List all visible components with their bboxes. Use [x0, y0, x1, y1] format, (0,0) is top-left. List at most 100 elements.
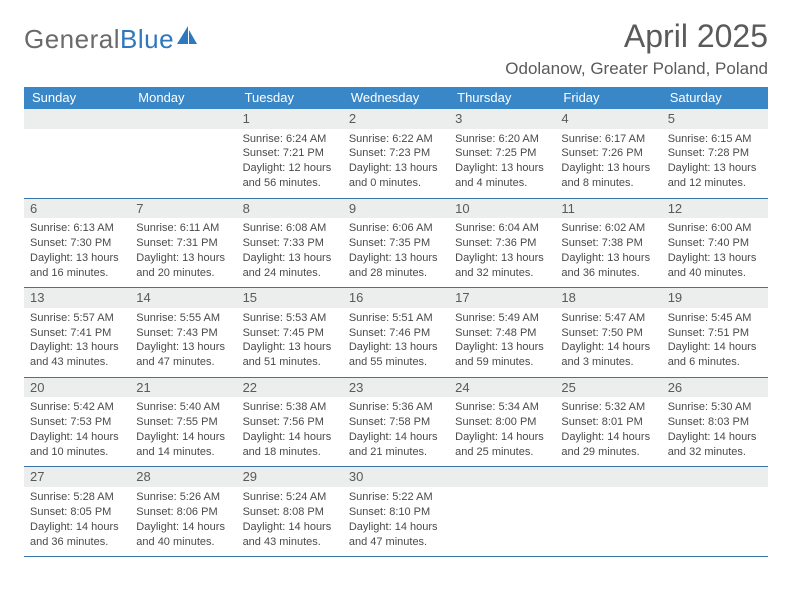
day-cell: Sunrise: 6:15 AMSunset: 7:28 PMDaylight:…	[662, 129, 768, 198]
day-number: 8	[237, 199, 343, 219]
day-number	[449, 467, 555, 487]
sunset-text: Sunset: 8:01 PM	[561, 415, 655, 430]
title-block: April 2025 Odolanow, Greater Poland, Pol…	[505, 18, 768, 79]
day-cell: Sunrise: 5:38 AMSunset: 7:56 PMDaylight:…	[237, 397, 343, 466]
daylight-text: Daylight: 14 hours and 43 minutes.	[243, 520, 337, 550]
sunset-text: Sunset: 7:46 PM	[349, 326, 443, 341]
daylight-text: Daylight: 13 hours and 51 minutes.	[243, 340, 337, 370]
day-cell: Sunrise: 5:57 AMSunset: 7:41 PMDaylight:…	[24, 308, 130, 377]
day-number: 18	[555, 288, 661, 308]
sunrise-text: Sunrise: 5:28 AM	[30, 490, 124, 505]
sunrise-text: Sunrise: 5:34 AM	[455, 400, 549, 415]
day-body-row: Sunrise: 6:24 AMSunset: 7:21 PMDaylight:…	[24, 129, 768, 199]
weekday-header: Friday	[555, 87, 661, 109]
sunrise-text: Sunrise: 5:45 AM	[668, 311, 762, 326]
daylight-text: Daylight: 14 hours and 32 minutes.	[668, 430, 762, 460]
day-number-row: 27282930	[24, 467, 768, 487]
sunrise-text: Sunrise: 6:15 AM	[668, 132, 762, 147]
sunrise-text: Sunrise: 6:13 AM	[30, 221, 124, 236]
day-cell: Sunrise: 5:42 AMSunset: 7:53 PMDaylight:…	[24, 397, 130, 466]
sunrise-text: Sunrise: 5:38 AM	[243, 400, 337, 415]
day-cell: Sunrise: 5:34 AMSunset: 8:00 PMDaylight:…	[449, 397, 555, 466]
day-number: 29	[237, 467, 343, 487]
sunset-text: Sunset: 7:45 PM	[243, 326, 337, 341]
sunset-text: Sunset: 7:30 PM	[30, 236, 124, 251]
sunset-text: Sunset: 7:33 PM	[243, 236, 337, 251]
day-number: 21	[130, 378, 236, 398]
day-cell: Sunrise: 6:11 AMSunset: 7:31 PMDaylight:…	[130, 218, 236, 287]
day-number: 14	[130, 288, 236, 308]
day-number: 5	[662, 109, 768, 129]
sunrise-text: Sunrise: 6:00 AM	[668, 221, 762, 236]
day-number: 9	[343, 199, 449, 219]
day-cell: Sunrise: 6:20 AMSunset: 7:25 PMDaylight:…	[449, 129, 555, 198]
day-cell: Sunrise: 5:36 AMSunset: 7:58 PMDaylight:…	[343, 397, 449, 466]
day-body-row: Sunrise: 5:57 AMSunset: 7:41 PMDaylight:…	[24, 308, 768, 378]
day-cell: Sunrise: 5:28 AMSunset: 8:05 PMDaylight:…	[24, 487, 130, 556]
day-number	[24, 109, 130, 129]
daylight-text: Daylight: 14 hours and 3 minutes.	[561, 340, 655, 370]
weekday-header: Saturday	[662, 87, 768, 109]
daylight-text: Daylight: 13 hours and 40 minutes.	[668, 251, 762, 281]
day-cell: Sunrise: 5:55 AMSunset: 7:43 PMDaylight:…	[130, 308, 236, 377]
sunrise-text: Sunrise: 6:22 AM	[349, 132, 443, 147]
day-number-row: 13141516171819	[24, 288, 768, 308]
sunset-text: Sunset: 7:21 PM	[243, 146, 337, 161]
daylight-text: Daylight: 13 hours and 43 minutes.	[30, 340, 124, 370]
day-number: 22	[237, 378, 343, 398]
sunrise-text: Sunrise: 5:26 AM	[136, 490, 230, 505]
page-header: General Blue April 2025 Odolanow, Greate…	[24, 18, 768, 79]
sunset-text: Sunset: 7:40 PM	[668, 236, 762, 251]
daylight-text: Daylight: 14 hours and 25 minutes.	[455, 430, 549, 460]
calendar-week: 27282930Sunrise: 5:28 AMSunset: 8:05 PMD…	[24, 467, 768, 557]
sunrise-text: Sunrise: 5:24 AM	[243, 490, 337, 505]
day-cell: Sunrise: 5:49 AMSunset: 7:48 PMDaylight:…	[449, 308, 555, 377]
daylight-text: Daylight: 13 hours and 24 minutes.	[243, 251, 337, 281]
sunrise-text: Sunrise: 5:22 AM	[349, 490, 443, 505]
day-number	[555, 467, 661, 487]
calendar-week: 13141516171819Sunrise: 5:57 AMSunset: 7:…	[24, 288, 768, 378]
sunset-text: Sunset: 8:10 PM	[349, 505, 443, 520]
sunset-text: Sunset: 8:03 PM	[668, 415, 762, 430]
sunset-text: Sunset: 7:56 PM	[243, 415, 337, 430]
sunrise-text: Sunrise: 6:04 AM	[455, 221, 549, 236]
sunset-text: Sunset: 8:00 PM	[455, 415, 549, 430]
daylight-text: Daylight: 13 hours and 32 minutes.	[455, 251, 549, 281]
sunrise-text: Sunrise: 5:57 AM	[30, 311, 124, 326]
daylight-text: Daylight: 14 hours and 47 minutes.	[349, 520, 443, 550]
brand-text-general: General	[24, 24, 120, 55]
calendar-grid: Sunday Monday Tuesday Wednesday Thursday…	[24, 87, 768, 557]
daylight-text: Daylight: 13 hours and 0 minutes.	[349, 161, 443, 191]
daylight-text: Daylight: 14 hours and 6 minutes.	[668, 340, 762, 370]
daylight-text: Daylight: 14 hours and 10 minutes.	[30, 430, 124, 460]
sunrise-text: Sunrise: 5:51 AM	[349, 311, 443, 326]
sunrise-text: Sunrise: 5:42 AM	[30, 400, 124, 415]
sunrise-text: Sunrise: 5:49 AM	[455, 311, 549, 326]
sunset-text: Sunset: 7:28 PM	[668, 146, 762, 161]
day-number: 4	[555, 109, 661, 129]
sunset-text: Sunset: 7:35 PM	[349, 236, 443, 251]
sunset-text: Sunset: 7:55 PM	[136, 415, 230, 430]
day-number: 1	[237, 109, 343, 129]
day-cell: Sunrise: 6:00 AMSunset: 7:40 PMDaylight:…	[662, 218, 768, 287]
brand-logo: General Blue	[24, 24, 199, 55]
daylight-text: Daylight: 13 hours and 12 minutes.	[668, 161, 762, 191]
sunset-text: Sunset: 7:48 PM	[455, 326, 549, 341]
calendar-week: 6789101112Sunrise: 6:13 AMSunset: 7:30 P…	[24, 199, 768, 289]
day-body-row: Sunrise: 5:28 AMSunset: 8:05 PMDaylight:…	[24, 487, 768, 557]
daylight-text: Daylight: 14 hours and 29 minutes.	[561, 430, 655, 460]
daylight-text: Daylight: 13 hours and 4 minutes.	[455, 161, 549, 191]
weekday-header: Thursday	[449, 87, 555, 109]
day-cell	[555, 487, 661, 556]
day-number: 10	[449, 199, 555, 219]
day-body-row: Sunrise: 5:42 AMSunset: 7:53 PMDaylight:…	[24, 397, 768, 467]
sunset-text: Sunset: 8:08 PM	[243, 505, 337, 520]
day-number	[662, 467, 768, 487]
daylight-text: Daylight: 14 hours and 21 minutes.	[349, 430, 443, 460]
day-number-row: 12345	[24, 109, 768, 129]
weekday-header-row: Sunday Monday Tuesday Wednesday Thursday…	[24, 87, 768, 109]
sunset-text: Sunset: 7:38 PM	[561, 236, 655, 251]
sunset-text: Sunset: 7:51 PM	[668, 326, 762, 341]
brand-sail-icon	[177, 26, 199, 51]
brand-text-blue: Blue	[120, 24, 174, 55]
